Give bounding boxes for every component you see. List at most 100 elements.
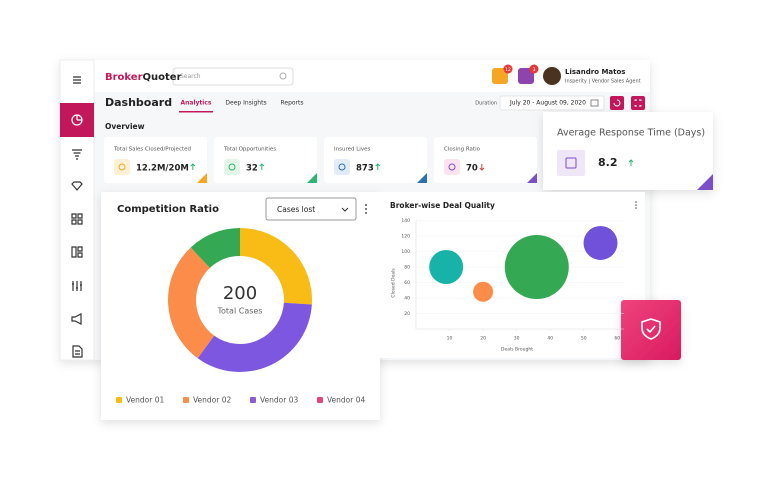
card-corner [417,173,427,183]
donut-slice [240,228,312,305]
card-corner [697,174,713,190]
y-tick-label: 80 [404,265,410,271]
logo-part: Broker [105,72,143,83]
logo-part: Quoter [143,72,182,83]
legend-swatch [183,397,189,403]
response-icon [557,150,585,176]
search-placeholder: Search [180,73,201,80]
tab[interactable]: Reports [280,100,303,107]
bubble [583,225,618,260]
nav-sliders[interactable] [72,281,82,291]
kpi-icon-glyph [338,163,346,171]
kpi-value: 12.2M/20M [136,164,189,174]
kpi-label: Total Opportunities [223,147,276,153]
search-box[interactable] [172,67,294,86]
legend-label: Vendor 02 [193,396,232,405]
notification-button[interactable] [492,68,508,84]
legend-label: Vendor 03 [260,396,299,405]
kpi-label: Closing Ratio [444,147,481,153]
chart-title: Competition Ratio [117,204,219,215]
response-title: Average Response Time (Days) [557,128,705,139]
y-tick-label: 60 [404,280,410,286]
y-tick-label: 20 [404,311,410,317]
kpi-label: Insured Lives [334,147,370,153]
kpi-value: 70 [466,164,478,174]
bubble [504,235,569,299]
trend-arrow [375,163,381,170]
kpi-value: 32 [246,164,258,174]
x-tick-label: 10 [447,336,453,342]
y-tick-label: 140 [401,218,410,224]
search-icon [279,72,287,80]
y-axis-label: Closed Deals [391,268,397,298]
donut-slice [197,302,312,373]
x-tick-label: 50 [581,336,587,342]
nav-doc[interactable] [72,345,83,358]
nav-megaphone[interactable] [71,313,82,325]
legend-swatch [250,397,256,403]
card-corner [527,173,537,183]
kpi-value: 873 [356,164,374,174]
x-axis-label: Deals Brought [501,347,533,353]
section-title: Overview [105,122,145,131]
kpi-icon-glyph [448,163,456,171]
date-picker[interactable] [499,95,605,111]
tab[interactable]: Analytics [181,100,212,107]
donut-slice [190,228,240,268]
bubble [429,250,464,284]
tab[interactable]: Deep Insights [225,100,266,107]
x-tick-label: 40 [547,336,553,342]
notification-badge [503,64,513,74]
bubble [473,281,494,302]
donut-label: Total Cases [217,307,263,316]
refresh-button[interactable] [610,96,624,110]
response-icon-glyph [565,157,577,169]
fullscreen-button[interactable] [631,96,645,110]
notification-badge [529,64,539,74]
legend-label: Vendor 01 [126,396,165,405]
sidebar-icons [60,76,94,358]
kpi-icon [224,159,240,175]
legend-swatch [116,397,122,403]
calendar-icon [590,99,599,107]
user-role: Insperity | Vendor Sales Agent [565,79,641,85]
card-corner [307,173,317,183]
card-corner [197,173,207,183]
trend-arrow [259,163,265,170]
tab-underline [179,111,213,113]
x-tick-label: 20 [480,336,486,342]
user-name: Lisandro Matos [565,68,625,76]
nav-filter[interactable] [72,149,82,160]
kpi-icon [444,159,460,175]
kebab-menus[interactable] [365,201,637,214]
kpi-icon-glyph [228,163,236,171]
logo: BrokerQuoter [105,72,182,83]
menu-icon[interactable] [73,76,81,84]
response-value: 8.2 [598,156,618,169]
notification-button[interactable] [518,68,534,84]
dropdown[interactable] [265,197,357,221]
x-tick-label: 30 [514,336,520,342]
y-tick-label: 40 [404,296,410,302]
avatar[interactable] [543,67,561,85]
duration: July 20 - August 09, 2020 [509,100,586,107]
kpi-icon [334,159,350,175]
nav-layout[interactable] [71,246,83,258]
trend-arrow [479,164,485,171]
trend-arrow [190,163,196,170]
nav-diamond[interactable] [71,181,83,191]
notification-count: 3 [533,67,536,73]
legend-label: Vendor 04 [327,396,366,405]
kpi-icon [114,159,130,175]
legend-swatch [317,397,323,403]
dropdown-chevron [341,207,349,212]
nav-grid[interactable] [71,213,83,225]
y-tick-label: 100 [401,249,410,255]
chart-title: Broker-wise Deal Quality [390,201,495,210]
donut-slice [167,247,215,359]
dropdown-label: Cases lost [277,205,315,214]
kpi-label: Total Sales Closed/Projected [113,147,191,153]
notification-count: 12 [505,67,511,73]
donut-total: 200 [223,283,257,304]
